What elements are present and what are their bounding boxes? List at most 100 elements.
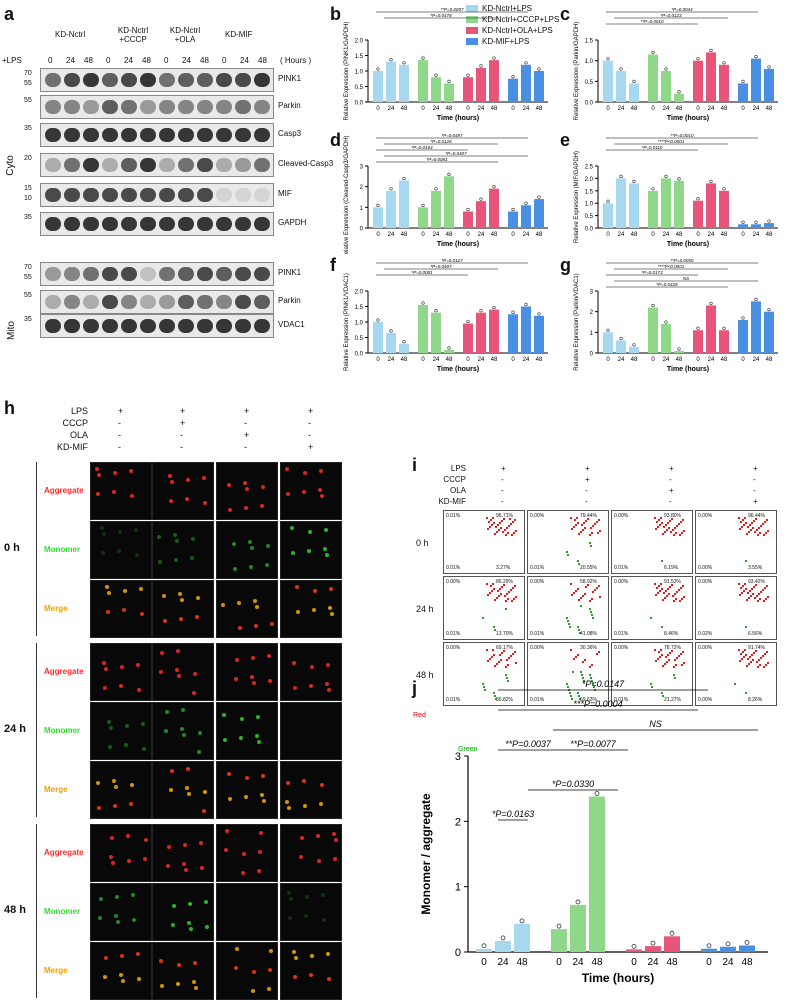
bar <box>603 60 613 102</box>
bar <box>645 946 661 952</box>
microscopy-image <box>216 521 278 579</box>
blot-band <box>102 158 118 172</box>
blot-band <box>178 319 194 333</box>
blot-mw-label: 20 <box>24 155 32 162</box>
quadrant-lr: 20.55% <box>580 565 597 571</box>
data-point <box>421 301 425 305</box>
time-label: 24 h <box>4 723 27 735</box>
cell-spot <box>176 649 180 653</box>
time-label: 48 h <box>4 904 27 916</box>
bar <box>751 224 761 228</box>
data-point <box>722 326 726 330</box>
quadrant-ll: 0.00% <box>698 697 713 703</box>
cell-spot <box>137 688 141 692</box>
cell-spot <box>112 490 116 494</box>
x-tick-label: 0 <box>421 106 425 112</box>
quadrant-ul: 0.00% <box>530 513 545 519</box>
x-tick-label: 24 <box>663 232 670 238</box>
data-point <box>677 90 681 94</box>
cell-spot <box>299 855 303 859</box>
bar <box>418 304 428 353</box>
treatment-sign: + <box>244 430 250 440</box>
cell-spot <box>244 506 248 510</box>
x-tick-label: 24 <box>647 957 659 968</box>
blot-band <box>216 267 232 281</box>
flow-event <box>500 593 502 595</box>
flow-event <box>499 522 501 524</box>
quadrant-ur: 93.42% <box>748 579 765 585</box>
flow-event <box>511 600 513 602</box>
treatment-sign: - <box>501 497 504 506</box>
flow-event <box>489 592 491 594</box>
cell-spot <box>134 528 138 532</box>
sig-label: *P=0.0163 <box>492 809 534 819</box>
flow-event <box>738 583 740 585</box>
x-tick-label: 0 <box>651 106 655 112</box>
cell-spot <box>242 852 246 856</box>
data-point <box>492 185 496 189</box>
cell-spot <box>235 947 239 951</box>
blot-band <box>102 217 118 231</box>
data-point <box>619 174 623 179</box>
flow-event <box>566 551 568 553</box>
data-point <box>500 935 506 941</box>
y-axis-label: Monomer / aggregate <box>419 793 433 915</box>
bar <box>719 64 729 102</box>
flow-event <box>580 531 582 533</box>
cell-spot <box>316 834 320 838</box>
flow-event <box>594 589 596 591</box>
flow-event <box>580 671 582 673</box>
flow-event <box>498 529 500 531</box>
treatment-sign: - <box>180 430 183 440</box>
quadrant-ul: 0.00% <box>530 579 545 585</box>
cell-spot <box>260 793 264 797</box>
flow-event <box>591 598 593 600</box>
x-tick-label: 24 <box>523 232 530 238</box>
blot-band <box>121 73 137 87</box>
flow-event <box>491 590 493 592</box>
x-tick-label: 48 <box>766 232 773 238</box>
treatment-sign: - <box>180 442 183 452</box>
blot-time-label: 24 <box>240 56 249 65</box>
flow-event <box>741 526 743 528</box>
chart-c: 0.0 0.5 1.0 1.5 Relative Expression (Parkin/… <box>574 7 778 122</box>
cell-spot <box>174 558 178 562</box>
flow-event <box>756 595 758 597</box>
time-label: 0 h <box>416 538 429 548</box>
cell-spot <box>333 857 337 861</box>
cell-spot <box>136 952 140 956</box>
data-point <box>606 199 610 203</box>
bar <box>431 190 441 228</box>
quadrant-ul: 0.01% <box>446 513 461 519</box>
flow-event <box>669 586 671 588</box>
bar <box>521 205 531 228</box>
flow-event <box>575 656 577 658</box>
flow-event <box>764 587 766 589</box>
flow-event <box>511 534 513 536</box>
flow-event <box>683 596 685 598</box>
quadrant-ul: 0.00% <box>698 645 713 651</box>
flow-event <box>682 585 684 587</box>
blot-band <box>64 188 80 202</box>
bar <box>463 211 473 228</box>
treatment-sign: - <box>118 418 121 428</box>
quadrant-ll: 0.01% <box>614 631 629 637</box>
flow-event <box>596 587 598 589</box>
x-tick-label: 48 <box>766 106 773 112</box>
panel-label-h: h <box>4 398 15 418</box>
quadrant-ll: 0.01% <box>614 565 629 571</box>
cell-spot <box>261 774 265 778</box>
data-point <box>481 943 487 949</box>
cell-spot <box>204 900 208 904</box>
cell-spot <box>238 626 242 630</box>
flow-event <box>487 528 489 530</box>
flow-event <box>675 532 677 534</box>
treatment-label: KD-MIF <box>438 497 466 506</box>
blot-band <box>197 158 213 172</box>
blot-band <box>216 319 232 333</box>
data-point <box>537 312 541 316</box>
flow-event <box>505 600 507 602</box>
flow-event <box>596 521 598 523</box>
blot-band <box>121 295 137 309</box>
